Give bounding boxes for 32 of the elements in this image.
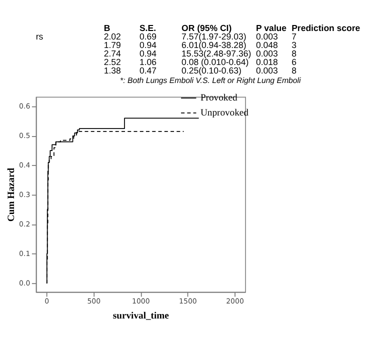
text: 6 <box>292 56 296 67</box>
text: 0.048 <box>256 40 278 50</box>
text: 0.25(0.10-0.63) <box>182 65 242 76</box>
text: 0.47 <box>139 65 156 76</box>
text: 8 <box>292 48 296 58</box>
text: 0.94 <box>139 48 156 58</box>
text: 0.003 <box>256 31 278 42</box>
x-axis-title: survival_time <box>112 310 170 322</box>
text: 3 <box>292 40 296 50</box>
text: 0.69 <box>139 31 156 42</box>
category-label: B <box>104 22 110 33</box>
text: 8 <box>292 65 296 76</box>
text: 0.94 <box>139 40 156 50</box>
text: 0.003 <box>256 48 278 58</box>
text: 2.74 <box>104 48 121 58</box>
category-label: Prediction score <box>292 22 360 33</box>
text: 2.02 <box>104 31 121 42</box>
legend-label: Provoked <box>200 92 238 104</box>
text: 1.79 <box>104 40 121 50</box>
text: 1.38 <box>104 65 121 76</box>
text: 1.06 <box>139 56 156 67</box>
text: 2.52 <box>104 56 121 67</box>
category-label: OR (95% CI) <box>182 22 232 33</box>
text: 7 <box>292 31 296 42</box>
legend-label: Unprovoked <box>200 108 249 119</box>
text: 0.003 <box>256 65 278 76</box>
text: *: Both Lungs Emboli V.S. Left or Right Lung Emboli <box>120 76 302 85</box>
text: 0.018 <box>256 56 278 67</box>
category-label: S.E. <box>139 22 156 33</box>
y-axis-title: Cum Hazard <box>6 167 17 222</box>
category-label: P value <box>256 22 287 33</box>
text: rs <box>36 31 44 42</box>
